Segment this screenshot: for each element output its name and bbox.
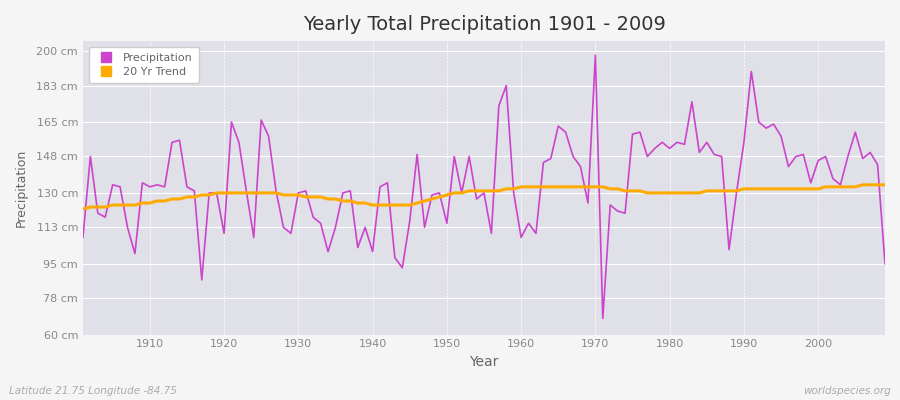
Text: worldspecies.org: worldspecies.org [803, 386, 891, 396]
X-axis label: Year: Year [469, 355, 499, 369]
Y-axis label: Precipitation: Precipitation [15, 149, 28, 227]
Title: Yearly Total Precipitation 1901 - 2009: Yearly Total Precipitation 1901 - 2009 [302, 15, 665, 34]
Text: Latitude 21.75 Longitude -84.75: Latitude 21.75 Longitude -84.75 [9, 386, 177, 396]
Legend: Precipitation, 20 Yr Trend: Precipitation, 20 Yr Trend [88, 47, 200, 83]
